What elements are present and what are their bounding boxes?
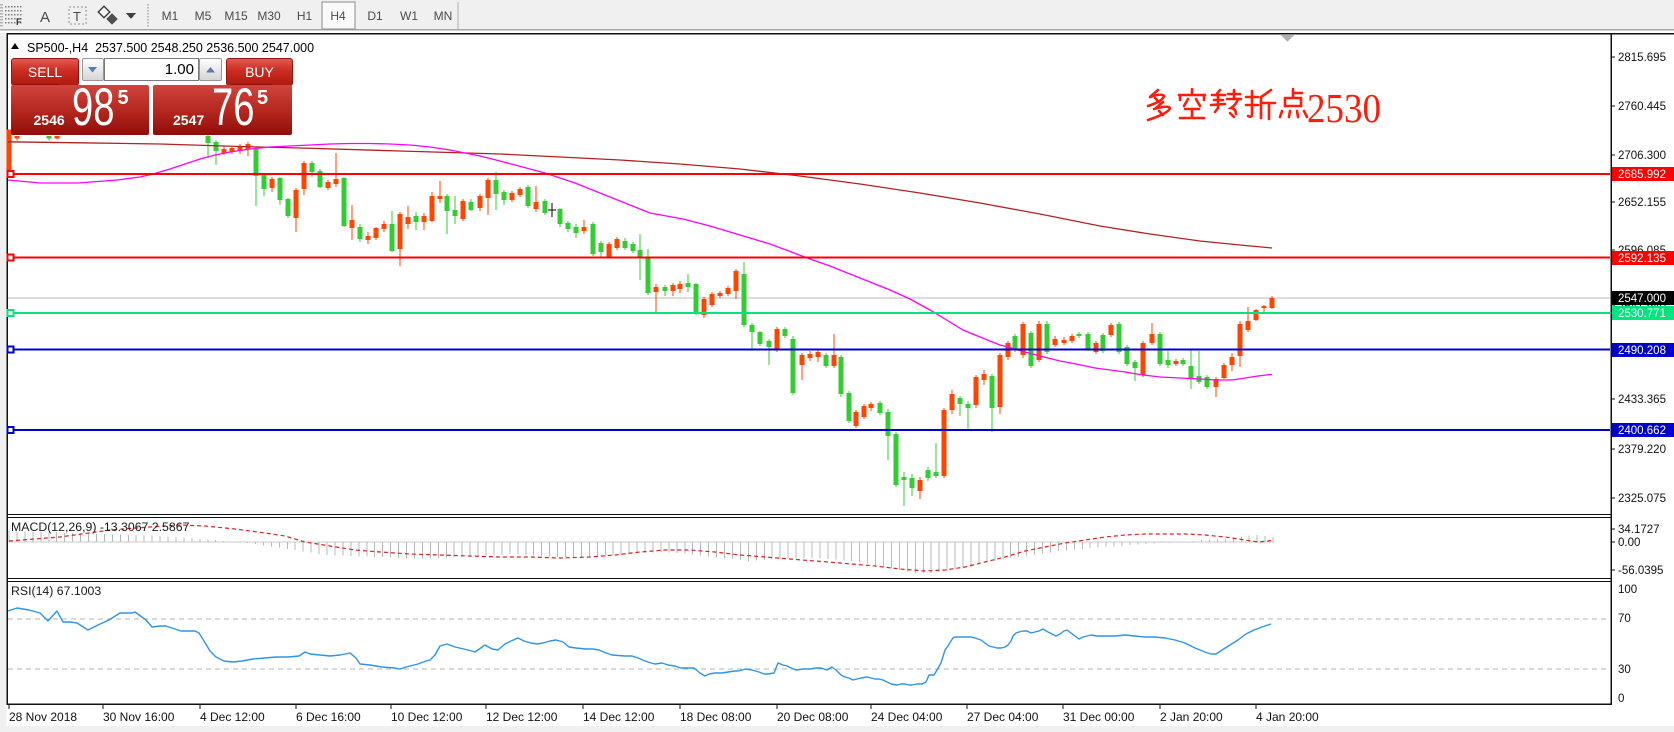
svg-text:28 Nov 2018: 28 Nov 2018 — [9, 710, 77, 724]
svg-text:2685.992: 2685.992 — [1618, 169, 1666, 181]
svg-text:2379.220: 2379.220 — [1618, 444, 1666, 456]
svg-text:2760.445: 2760.445 — [1618, 101, 1666, 113]
svg-text:2652.155: 2652.155 — [1618, 197, 1666, 209]
svg-text:0: 0 — [1618, 693, 1624, 705]
svg-text:2815.695: 2815.695 — [1618, 52, 1666, 64]
svg-text:-56.0395: -56.0395 — [1618, 565, 1663, 577]
svg-text:4 Dec 12:00: 4 Dec 12:00 — [200, 710, 265, 724]
svg-text:30: 30 — [1618, 664, 1631, 676]
svg-text:100: 100 — [1618, 584, 1637, 596]
svg-text:F: F — [16, 17, 22, 27]
svg-text:2530.771: 2530.771 — [1618, 308, 1666, 320]
svg-text:2547.000: 2547.000 — [1618, 293, 1666, 305]
svg-text:MACD(12,26,9) -13.3067 2.5867: MACD(12,26,9) -13.3067 2.5867 — [11, 520, 190, 534]
svg-text:31 Dec 00:00: 31 Dec 00:00 — [1063, 710, 1135, 724]
svg-text:2400.662: 2400.662 — [1618, 425, 1666, 437]
svg-text:12 Dec 12:00: 12 Dec 12:00 — [486, 710, 558, 724]
svg-text:W1: W1 — [400, 9, 418, 23]
svg-text:2 Jan 20:00: 2 Jan 20:00 — [1160, 710, 1223, 724]
svg-text:34.1727: 34.1727 — [1618, 524, 1660, 536]
svg-text:M30: M30 — [257, 9, 281, 23]
svg-text:M1: M1 — [162, 9, 179, 23]
svg-text:6 Dec 16:00: 6 Dec 16:00 — [296, 710, 361, 724]
svg-text:2592.135: 2592.135 — [1618, 253, 1666, 265]
svg-text:30 Nov 16:00: 30 Nov 16:00 — [103, 710, 175, 724]
svg-text:24 Dec 04:00: 24 Dec 04:00 — [871, 710, 943, 724]
svg-text:0.00: 0.00 — [1618, 537, 1640, 549]
svg-text:10 Dec 12:00: 10 Dec 12:00 — [391, 710, 463, 724]
svg-text:18 Dec 08:00: 18 Dec 08:00 — [680, 710, 752, 724]
svg-text:2490.208: 2490.208 — [1618, 345, 1666, 357]
svg-text:70: 70 — [1618, 613, 1631, 625]
svg-text:20 Dec 08:00: 20 Dec 08:00 — [777, 710, 849, 724]
svg-text:14 Dec 12:00: 14 Dec 12:00 — [583, 710, 655, 724]
svg-text:2530: 2530 — [1307, 85, 1381, 131]
svg-text:2706.300: 2706.300 — [1618, 150, 1666, 162]
svg-text:D1: D1 — [367, 9, 383, 23]
svg-text:2325.075: 2325.075 — [1618, 493, 1666, 505]
svg-text:H4: H4 — [330, 9, 346, 23]
svg-text:4 Jan 20:00: 4 Jan 20:00 — [1256, 710, 1319, 724]
svg-text:RSI(14) 67.1003: RSI(14) 67.1003 — [11, 584, 101, 598]
svg-text:M15: M15 — [224, 9, 248, 23]
svg-text:A: A — [40, 9, 50, 26]
svg-text:MN: MN — [434, 9, 453, 23]
svg-text:H1: H1 — [297, 9, 313, 23]
svg-text:M5: M5 — [195, 9, 212, 23]
svg-text:27 Dec 04:00: 27 Dec 04:00 — [967, 710, 1039, 724]
svg-text:T: T — [73, 9, 81, 24]
svg-text:2433.365: 2433.365 — [1618, 394, 1666, 406]
